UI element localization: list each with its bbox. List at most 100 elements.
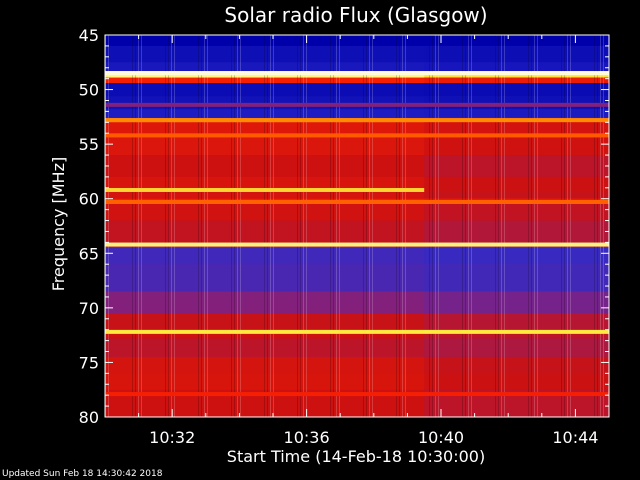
texture-stripe: [561, 35, 562, 417]
texture-stripe: [333, 35, 334, 417]
frequency-band-late: [424, 62, 609, 72]
texture-stripe: [141, 35, 142, 417]
texture-stripe: [336, 35, 337, 417]
texture-stripe: [495, 35, 496, 417]
texture-stripe: [270, 35, 271, 417]
texture-stripe: [237, 35, 238, 417]
frequency-band: [105, 122, 609, 134]
texture-stripe: [597, 35, 598, 417]
frequency-band: [105, 35, 609, 47]
texture-stripe: [501, 35, 502, 417]
emission-line: [105, 242, 609, 247]
x-axis-ticks: 10:32 10:36 10:40 10:44: [104, 35, 610, 447]
emission-line: [105, 71, 609, 76]
y-tick-label: 65: [79, 244, 99, 263]
emission-line: [105, 102, 609, 107]
texture-stripe: [432, 35, 433, 417]
texture-stripe: [462, 35, 463, 417]
emission-line: [105, 392, 609, 397]
texture-stripe: [504, 35, 505, 417]
texture-stripe: [603, 35, 604, 417]
x-tick-label: 10:36: [284, 428, 330, 447]
emission-line: [105, 133, 609, 138]
frequency-band-late: [424, 109, 609, 119]
texture-stripe: [240, 35, 241, 417]
frequency-band-late: [424, 191, 609, 200]
texture-stripe: [594, 35, 595, 417]
texture-stripe: [201, 35, 202, 417]
frequency-band-late: [424, 247, 609, 265]
texture-stripe: [528, 35, 529, 417]
texture-stripe: [231, 35, 232, 417]
texture-stripe: [267, 35, 268, 417]
texture-stripe: [273, 35, 274, 417]
y-axis-label: Frequency [MHz]: [49, 157, 68, 291]
texture-stripe: [171, 35, 172, 417]
y-tick-label: 60: [79, 190, 99, 209]
plot-area: [105, 35, 609, 417]
texture-stripe: [531, 35, 532, 417]
texture-stripe: [564, 35, 565, 417]
y-tick-label: 45: [79, 26, 99, 45]
texture-stripe: [330, 35, 331, 417]
texture-stripe: [537, 35, 538, 417]
frequency-band-late: [424, 220, 609, 243]
texture-stripe: [132, 35, 133, 417]
texture-stripe: [396, 35, 397, 417]
texture-stripe: [165, 35, 166, 417]
texture-stripe: [429, 35, 430, 417]
texture-stripe: [600, 35, 601, 417]
y-tick-label: 80: [79, 408, 99, 427]
updated-timestamp: Updated Sun Feb 18 14:30:42 2018: [2, 469, 163, 479]
y-tick-label: 75: [79, 353, 99, 372]
texture-stripe: [207, 35, 208, 417]
emission-line: [105, 118, 609, 123]
frequency-band-late: [424, 176, 609, 192]
frequency-band-late: [424, 35, 609, 47]
texture-stripe: [369, 35, 370, 417]
spectrogram-texture: [105, 35, 604, 417]
texture-stripe: [234, 35, 235, 417]
texture-stripe: [297, 35, 298, 417]
texture-stripe: [498, 35, 499, 417]
x-tick-label: 10:44: [552, 428, 598, 447]
frequency-band-late: [424, 356, 609, 374]
y-tick-label: 70: [79, 299, 99, 318]
texture-stripe: [174, 35, 175, 417]
texture-stripe: [366, 35, 367, 417]
texture-stripe: [198, 35, 199, 417]
frequency-band-late: [424, 338, 609, 358]
texture-stripe: [204, 35, 205, 417]
y-tick-label: 50: [79, 81, 99, 100]
emission-line: [105, 329, 609, 334]
texture-stripe: [372, 35, 373, 417]
texture-stripe: [468, 35, 469, 417]
texture-stripe: [138, 35, 139, 417]
texture-stripe: [570, 35, 571, 417]
texture-stripe: [306, 35, 307, 417]
frequency-band-late: [424, 122, 609, 134]
texture-stripe: [567, 35, 568, 417]
texture-stripe: [534, 35, 535, 417]
texture-stripe: [168, 35, 169, 417]
frequency-band-late: [424, 83, 609, 97]
frequency-band-late: [424, 45, 609, 63]
texture-stripe: [339, 35, 340, 417]
frequency-band: [105, 109, 609, 119]
frequency-band-late: [424, 264, 609, 292]
frequency-band-late: [424, 373, 609, 391]
y-tick-label: 55: [79, 135, 99, 154]
frequency-band: [105, 62, 609, 72]
frequency-band-late: [424, 313, 609, 331]
texture-stripe: [108, 35, 109, 417]
texture-stripe: [135, 35, 136, 417]
texture-stripe: [438, 35, 439, 417]
frequency-band-late: [424, 329, 609, 339]
texture-stripe: [300, 35, 301, 417]
texture-stripe: [399, 35, 400, 417]
frequency-band: [105, 191, 609, 200]
texture-stripe: [471, 35, 472, 417]
texture-stripe: [405, 35, 406, 417]
emission-line: [105, 199, 609, 204]
